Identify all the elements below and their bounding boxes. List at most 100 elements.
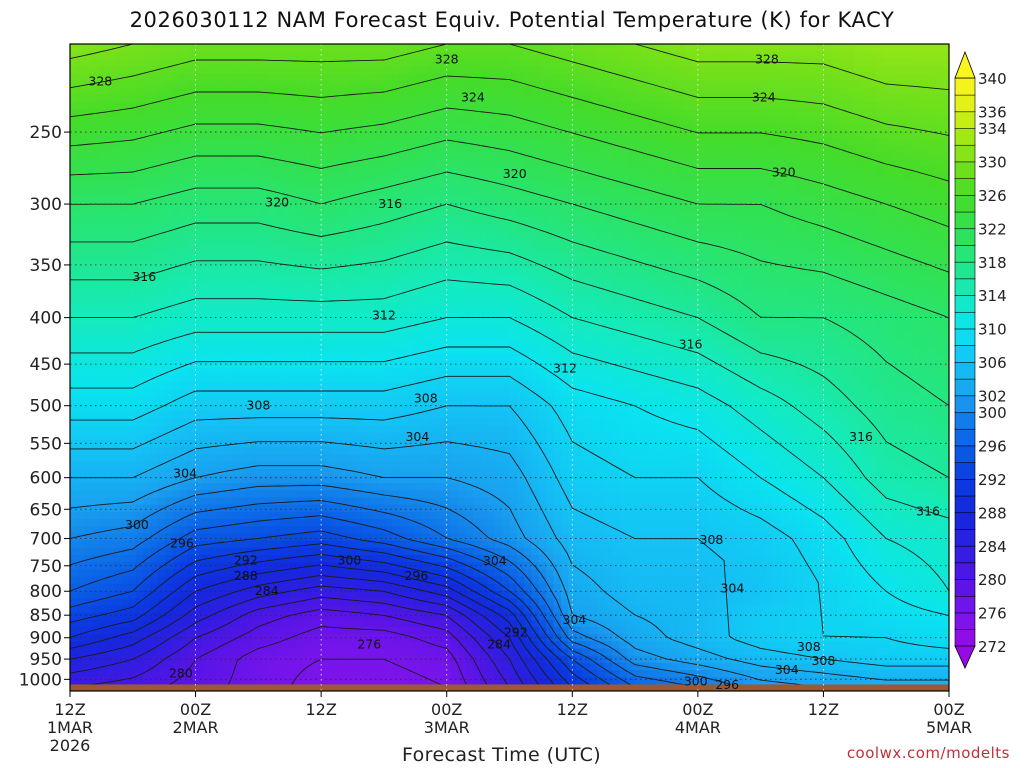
field-cell: [70, 453, 78, 462]
field-cell: [538, 540, 547, 548]
field-cell: [165, 619, 174, 627]
field-cell: [282, 489, 291, 498]
field-cell: [480, 511, 489, 520]
field-cell: [802, 590, 811, 599]
field-cell: [472, 583, 481, 591]
field-cell: [656, 403, 664, 412]
field-cell: [128, 597, 137, 606]
field-cell: [99, 525, 108, 534]
field-cell: [99, 547, 108, 556]
field-cell: [795, 662, 804, 671]
field-cell: [472, 633, 481, 642]
field-cell: [363, 511, 371, 520]
field-cell: [868, 525, 877, 534]
field-cell: [70, 525, 78, 534]
field-cell: [77, 676, 86, 685]
field-cell: [619, 525, 628, 534]
field-cell: [875, 590, 884, 599]
field-cell: [538, 633, 547, 642]
field-cell: [319, 525, 327, 534]
field-cell: [765, 568, 774, 577]
field-cell: [590, 403, 598, 412]
field-cell: [421, 417, 430, 426]
field-cell: [106, 604, 115, 613]
field-cell: [692, 489, 701, 498]
field-cell: [99, 432, 108, 440]
field-cell: [304, 511, 313, 520]
field-cell: [648, 425, 657, 433]
field-cell: [370, 396, 379, 405]
field-cell: [399, 389, 408, 397]
field-cell: [641, 532, 650, 541]
field-cell: [128, 389, 137, 397]
field-cell: [238, 396, 247, 405]
field-cell: [128, 489, 137, 498]
field-cell: [319, 590, 327, 599]
field-cell: [472, 504, 481, 512]
field-cell: [77, 597, 86, 606]
field-cell: [99, 511, 108, 520]
field-cell: [113, 511, 122, 520]
field-cell: [150, 561, 159, 570]
field-cell: [758, 432, 767, 440]
field-cell: [817, 640, 826, 649]
field-cell: [238, 554, 247, 563]
field-cell: [209, 590, 218, 599]
field-cell: [421, 575, 430, 584]
field-cell: [890, 619, 899, 627]
field-cell: [326, 532, 335, 541]
field-cell: [553, 583, 562, 591]
field-cell: [480, 554, 489, 563]
field-cell: [590, 655, 598, 663]
field-cell: [465, 540, 474, 548]
field-cell: [553, 439, 562, 448]
field-cell: [150, 540, 159, 548]
field-cell: [282, 525, 291, 534]
field-cell: [699, 489, 708, 498]
field-cell: [685, 475, 694, 484]
field-cell: [253, 597, 262, 606]
field-cell: [634, 525, 642, 534]
field-cell: [612, 626, 620, 635]
field-cell: [721, 669, 730, 678]
field-cell: [597, 676, 606, 685]
field-cell: [157, 640, 166, 649]
field-cell: [597, 525, 606, 534]
field-cell: [853, 647, 862, 656]
field-cell: [421, 475, 430, 484]
field-cell: [143, 468, 152, 476]
field-cell: [927, 532, 935, 541]
field-cell: [853, 432, 862, 440]
field-cell: [802, 482, 811, 491]
field-cell: [194, 597, 203, 606]
field-cell: [84, 504, 93, 512]
field-cell: [282, 504, 291, 512]
field-cell: [121, 590, 130, 599]
field-cell: [326, 669, 335, 678]
field-cell: [736, 475, 745, 484]
field-cell: [231, 417, 240, 426]
field-cell: [846, 446, 855, 455]
field-cell: [99, 496, 108, 505]
field-cell: [304, 669, 313, 678]
field-cell: [84, 662, 93, 671]
field-cell: [304, 583, 313, 591]
field-cell: [575, 583, 584, 591]
field-cell: [677, 547, 686, 556]
field-cell: [582, 554, 591, 563]
field-cell: [853, 540, 862, 548]
field-cell: [546, 489, 555, 498]
field-cell: [699, 468, 708, 476]
field-cell: [304, 676, 313, 685]
field-cell: [568, 554, 577, 563]
field-cell: [348, 525, 357, 534]
field-cell: [853, 669, 862, 678]
field-cell: [575, 417, 584, 426]
field-cell: [546, 396, 555, 405]
field-cell: [699, 453, 708, 462]
field-cell: [597, 511, 606, 520]
field-cell: [179, 676, 188, 685]
field-cell: [260, 590, 269, 599]
field-cell: [333, 496, 342, 505]
field-cell: [443, 446, 452, 455]
